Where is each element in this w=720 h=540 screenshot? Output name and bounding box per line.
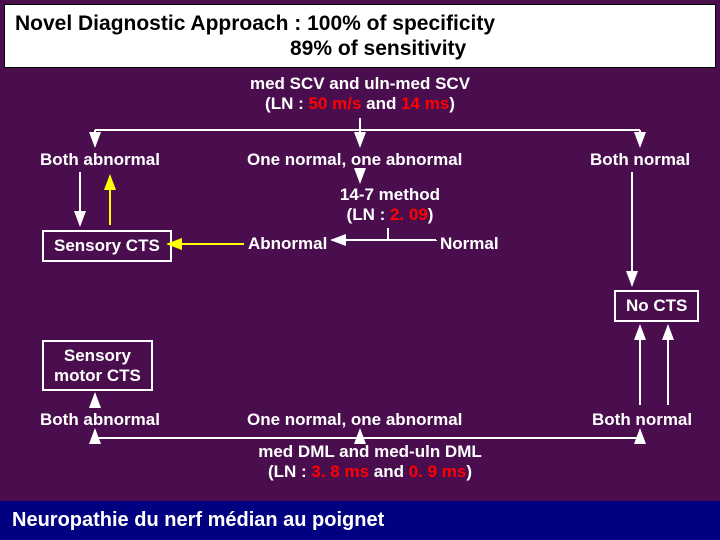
branch-both-normal-bottom: Both normal (592, 410, 692, 430)
top-test: med SCV and uln-med SCV (LN : 50 m/s and… (180, 74, 540, 114)
bottom-test-line2: (LN : 3. 8 ms and 0. 9 ms) (200, 462, 540, 482)
bottom-test-line1: med DML and med-uln DML (200, 442, 540, 462)
mid-test-ln: (LN : 2. 09) (300, 205, 480, 225)
sensory-cts-box: Sensory CTS (42, 230, 172, 262)
branch-one-mixed-bottom: One normal, one abnormal (247, 410, 462, 430)
title-line-1: Novel Diagnostic Approach : 100% of spec… (15, 11, 705, 36)
top-test-line2: (LN : 50 m/s and 14 ms) (180, 94, 540, 114)
title-line-2: 89% of sensitivity (15, 36, 705, 61)
branch-both-abnormal-top: Both abnormal (40, 150, 160, 170)
mid-test-name: 14-7 method (300, 185, 480, 205)
bottom-test: med DML and med-uln DML (LN : 3. 8 ms an… (200, 442, 540, 482)
no-cts-box: No CTS (614, 290, 699, 322)
branch-both-abnormal-bottom: Both abnormal (40, 410, 160, 430)
footer-bar: Neuropathie du nerf médian au poignet (0, 501, 720, 540)
title-box: Novel Diagnostic Approach : 100% of spec… (4, 4, 716, 68)
mid-abnormal: Abnormal (248, 234, 327, 254)
sensory-motor-cts-box: Sensory motor CTS (42, 340, 153, 391)
branch-both-normal-top: Both normal (590, 150, 690, 170)
top-test-line1: med SCV and uln-med SCV (180, 74, 540, 94)
mid-normal: Normal (440, 234, 499, 254)
branch-one-mixed-top: One normal, one abnormal (247, 150, 462, 170)
mid-test: 14-7 method (LN : 2. 09) (300, 185, 480, 225)
